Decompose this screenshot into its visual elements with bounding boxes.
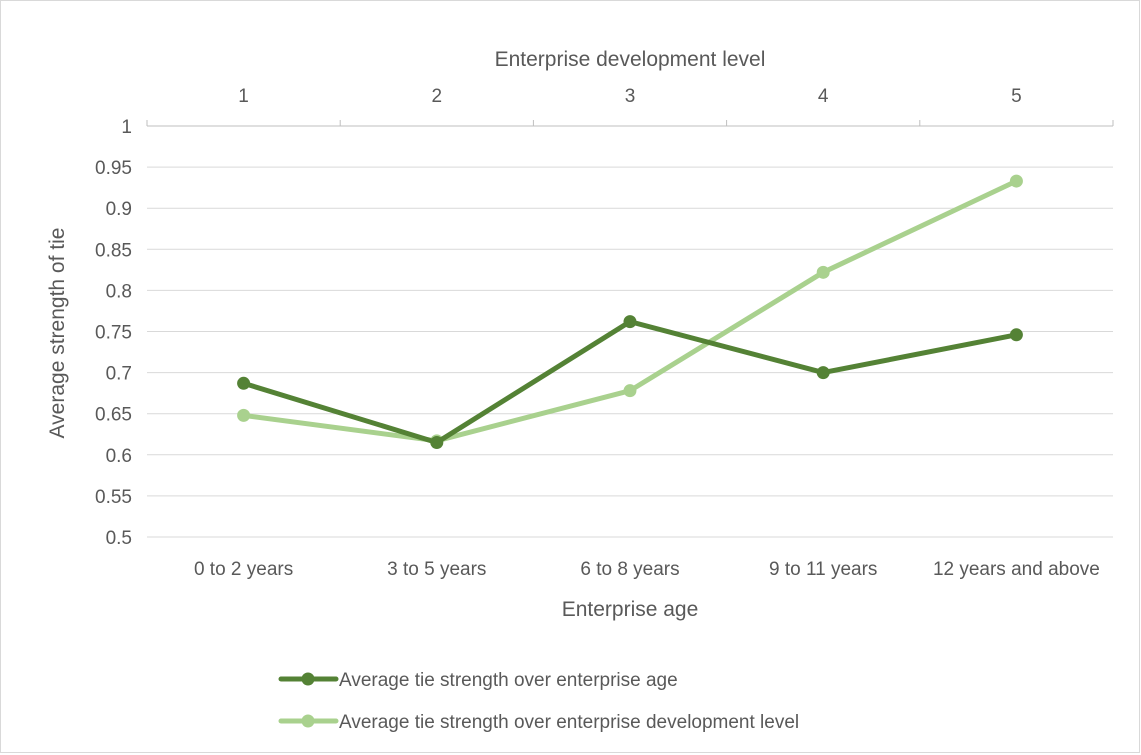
data-point: [623, 384, 637, 398]
y-tick-label: 0.55: [95, 487, 132, 508]
x-tick-label: 9 to 11 years: [769, 559, 877, 580]
y-axis-ticks: 0.5 0.55 0.6 0.65 0.7 0.75 0.8 0.85 0.9 0.95 1: [95, 117, 132, 549]
y-axis-title: Average strength of tie: [46, 228, 69, 439]
y-tick-label: 0.9: [106, 199, 132, 220]
x-axis-ticks: 0 to 2 years 3 to 5 years 6 to 8 years 9 to…: [194, 559, 1100, 580]
y-tick-label: 1: [121, 117, 132, 138]
x-tick-label: 0 to 2 years: [194, 559, 293, 580]
y-tick-label: 0.5: [106, 528, 132, 549]
series-line: [241, 319, 1019, 445]
data-point: [237, 408, 251, 422]
data-point: [1009, 328, 1023, 342]
x-tick-label: 3 to 5 years: [387, 559, 486, 580]
x2-tick-label: 3: [625, 86, 636, 107]
data-point: [237, 376, 251, 390]
y-tick-label: 0.85: [95, 240, 132, 261]
y-tick-label: 0.7: [106, 364, 132, 385]
y-tick-label: 0.8: [106, 281, 132, 302]
y-tick-label: 0.6: [106, 446, 132, 467]
y-tick-label: 0.95: [95, 158, 132, 179]
x2-tick-label: 4: [818, 86, 829, 107]
x2-axis-ticks: 1 2 3 4 5: [238, 86, 1021, 107]
series-lines: [237, 174, 1023, 449]
y-tick-label: 0.65: [95, 405, 132, 426]
x2-tick-label: 2: [432, 86, 443, 107]
legend-label: Average tie strength over enterprise dev…: [339, 712, 799, 733]
legend: Average tie strength over enterprise age…: [278, 670, 799, 733]
x-tick-label: 6 to 8 years: [580, 559, 679, 580]
x2-tick-label: 5: [1011, 86, 1022, 107]
legend-swatch-marker: [301, 714, 315, 728]
legend-swatch-marker: [301, 672, 315, 686]
y-tick-label: 0.75: [95, 323, 132, 344]
x2-axis-title: Enterprise development level: [495, 48, 766, 71]
x-tick-label: 12 years and above: [933, 559, 1100, 580]
series-line: [241, 178, 1019, 444]
x-axis-title: Enterprise age: [562, 598, 699, 621]
data-point: [1009, 174, 1023, 188]
gridlines: [146, 120, 1114, 538]
data-point: [430, 435, 444, 449]
data-point: [816, 265, 830, 279]
data-point: [816, 366, 830, 380]
data-point: [623, 315, 637, 329]
legend-label: Average tie strength over enterprise age: [339, 670, 678, 691]
x2-tick-label: 1: [238, 86, 249, 107]
